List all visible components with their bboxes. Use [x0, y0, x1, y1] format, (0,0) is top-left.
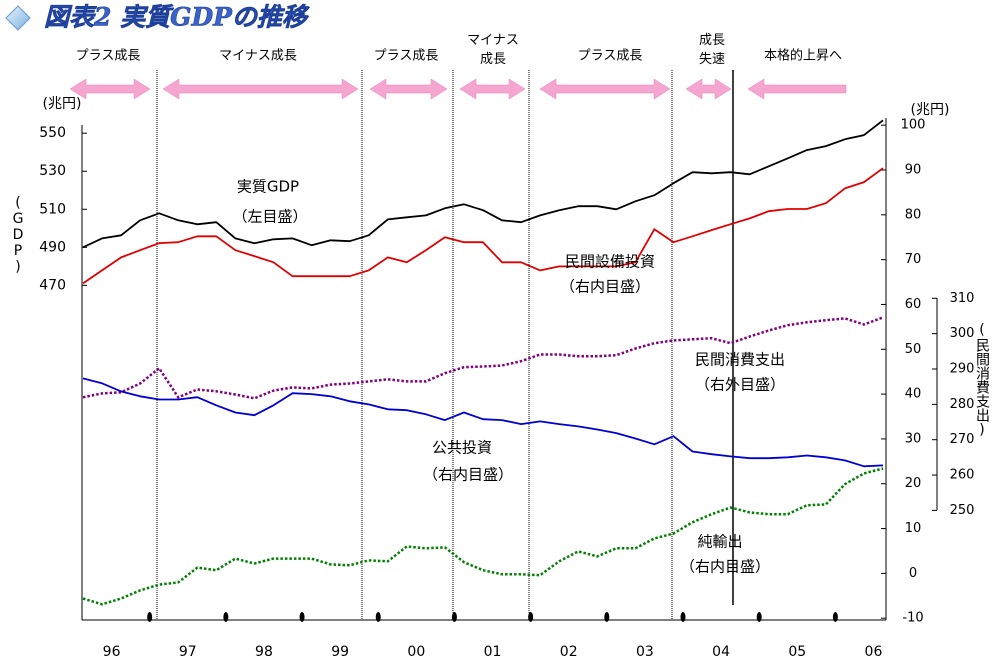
phase-arrow — [162, 78, 359, 100]
y2-tick-label: 90 — [905, 162, 922, 177]
y2-tick-label: 60 — [905, 297, 922, 312]
phase-arrow — [747, 78, 847, 100]
series-label: 民間設備投資 — [565, 253, 655, 271]
phase-label: プラス成長 — [374, 49, 439, 64]
x-tick — [680, 612, 686, 622]
x-tick-label: 96 — [103, 644, 121, 660]
phase-label: プラス成長 — [578, 49, 643, 64]
series-note: （右外目盛） — [695, 376, 785, 394]
series-label: 実質GDP — [237, 178, 299, 196]
x-tick — [223, 612, 229, 622]
phase-arrow — [539, 78, 671, 100]
phase-arrow — [685, 78, 732, 100]
y-tick-label: 510 — [39, 201, 66, 217]
y2-tick-label: 70 — [905, 252, 922, 267]
x-tick — [147, 612, 153, 622]
x-tick — [832, 612, 838, 622]
x-tick — [604, 612, 610, 622]
y2-tick-label: 10 — [905, 521, 922, 536]
y3-tick-label: 290 — [950, 362, 975, 377]
x-tick-label: 02 — [560, 644, 578, 660]
left-unit: (兆円) — [43, 96, 82, 112]
y3-tick-label: 310 — [950, 291, 975, 306]
x-tick-label: 06 — [865, 644, 883, 660]
y-tick-label: 490 — [39, 239, 66, 255]
series-line — [82, 467, 884, 606]
series-line — [82, 167, 884, 285]
x-tick-label: 04 — [712, 644, 730, 660]
phase-arrow — [459, 78, 526, 100]
y-tick-label: 530 — [39, 163, 66, 179]
y2-tick-label: 30 — [905, 431, 922, 446]
y3-tick-label: 300 — [950, 326, 975, 341]
axes — [81, 118, 938, 621]
x-tick — [299, 612, 305, 622]
phase-arrow — [69, 78, 151, 100]
x-tick-label: 00 — [407, 644, 425, 660]
y2-tick-label: 20 — [905, 476, 922, 491]
x-tick-label: 98 — [255, 644, 273, 660]
y2-tick-label: -10 — [902, 611, 923, 626]
y-axis-label: (GDP) — [10, 195, 26, 275]
chart-title: 図表2 実質GDPの推移 — [44, 3, 310, 32]
series-note: （右内目盛） — [680, 558, 770, 576]
series-label: 民間消費支出 — [695, 351, 785, 369]
y2-tick-label: 40 — [905, 387, 922, 402]
series-label: 純輸出 — [697, 533, 742, 551]
phase-label: マイナス成長 — [219, 49, 297, 64]
series-line — [82, 119, 884, 249]
y3-tick-label: 270 — [950, 432, 975, 447]
phase-lines — [156, 70, 734, 620]
series-note: （左目盛） — [232, 208, 307, 226]
x-tick-label: 01 — [484, 644, 502, 660]
x-tick-label: 05 — [788, 644, 806, 660]
series-note: （右内目盛） — [560, 278, 650, 296]
y2-tick-label: 100 — [901, 118, 926, 133]
x-tick-label: 03 — [636, 644, 654, 660]
phase-label: マイナス成長 — [467, 33, 519, 67]
series-line — [82, 377, 884, 468]
x-tick — [451, 612, 457, 622]
x-tick-label: 99 — [331, 644, 349, 660]
phase-arrow — [369, 78, 448, 100]
y2-tick-label: 50 — [905, 342, 922, 357]
y-tick-label: 470 — [39, 277, 66, 293]
phase-label: 本格的上昇へ — [764, 48, 842, 64]
right-unit: (兆円) — [911, 102, 950, 118]
x-tick — [756, 612, 762, 622]
series-note: （右内目盛） — [423, 466, 513, 484]
x-tick — [375, 612, 381, 622]
y3-tick-label: 250 — [950, 503, 975, 518]
y2-tick-label: 80 — [905, 207, 922, 222]
x-tick — [528, 612, 534, 622]
series-label: 公共投資 — [432, 439, 492, 457]
phase-label: 成長失速 — [699, 33, 725, 67]
y-tick-label: 550 — [39, 125, 66, 141]
y3-tick-label: 280 — [950, 397, 975, 412]
x-tick-label: 97 — [179, 644, 197, 660]
y2-tick-label: 0 — [909, 566, 917, 581]
phase-label: プラス成長 — [76, 49, 141, 64]
y3-axis-label: (民間消費支出) — [974, 322, 990, 438]
series-line — [82, 316, 884, 400]
y3-tick-label: 260 — [950, 468, 975, 483]
title-icon — [5, 5, 31, 31]
